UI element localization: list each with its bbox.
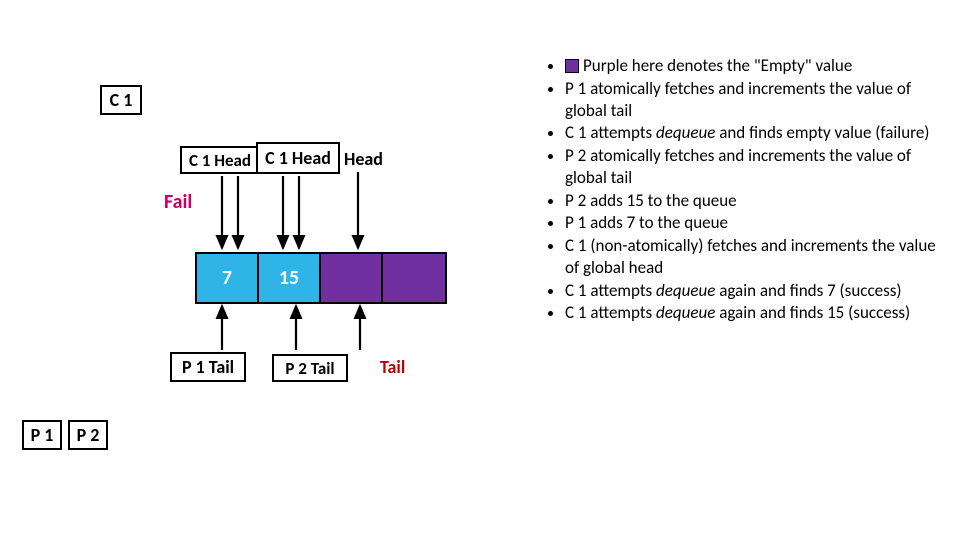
explanation-bullets: Purple here denotes the "Empty" valueP 1… — [545, 55, 948, 325]
empty-swatch-icon — [565, 59, 579, 73]
bullet-item: P 2 adds 15 to the queue — [565, 190, 948, 212]
bullet-item: P 1 adds 7 to the queue — [565, 212, 948, 234]
bullet-item: C 1 attempts dequeue again and finds 7 (… — [565, 280, 948, 302]
bullet-item: P 1 atomically fetches and increments th… — [565, 78, 948, 122]
bullet-item: P 2 atomically fetches and increments th… — [565, 145, 948, 189]
bullet-item: C 1 (non-atomically) fetches and increme… — [565, 235, 948, 279]
bullet-item: C 1 attempts dequeue and finds empty val… — [565, 122, 948, 144]
bullet-item: C 1 attempts dequeue again and finds 15 … — [565, 302, 948, 324]
bullet-item: Purple here denotes the "Empty" value — [565, 55, 948, 77]
